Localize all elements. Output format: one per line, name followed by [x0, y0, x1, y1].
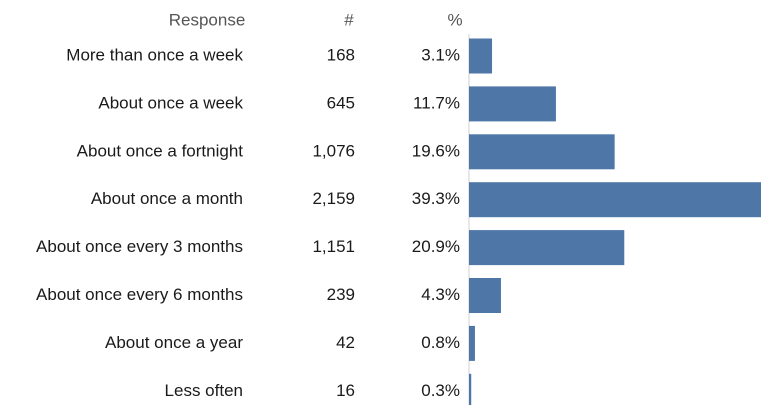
count-label: 42 [336, 333, 355, 352]
count-label: 1,151 [312, 237, 355, 256]
bar [469, 182, 761, 218]
category-label: Less often [165, 381, 243, 400]
count-label: 16 [336, 381, 355, 400]
count-label: 1,076 [312, 141, 355, 160]
count-label: 2,159 [312, 189, 355, 208]
count-label: 239 [327, 285, 355, 304]
category-label: About once a year [105, 333, 243, 352]
category-label: About once every 6 months [36, 285, 243, 304]
percent-label: 39.3% [412, 189, 460, 208]
bar [469, 86, 556, 122]
bar [469, 373, 472, 405]
category-label: About once a month [91, 189, 243, 208]
bar [469, 134, 615, 170]
column-header: % [447, 10, 462, 29]
percent-label: 20.9% [412, 237, 460, 256]
category-label: About once a week [98, 93, 243, 112]
bar [469, 325, 475, 361]
count-label: 645 [327, 93, 355, 112]
bar [469, 278, 501, 313]
percent-label: 0.8% [421, 333, 460, 352]
bar [469, 230, 625, 266]
percent-label: 3.1% [421, 45, 460, 64]
bar [469, 38, 493, 74]
category-label: More than once a week [66, 45, 243, 64]
percent-label: 4.3% [421, 285, 460, 304]
category-label: About once a fortnight [77, 141, 244, 160]
percent-label: 11.7% [413, 93, 460, 112]
column-header: # [344, 10, 354, 29]
column-header: Response [169, 10, 246, 29]
percent-label: 0.3% [421, 381, 460, 400]
count-label: 168 [327, 45, 355, 64]
category-label: About once every 3 months [36, 237, 243, 256]
percent-label: 19.6% [412, 141, 460, 160]
